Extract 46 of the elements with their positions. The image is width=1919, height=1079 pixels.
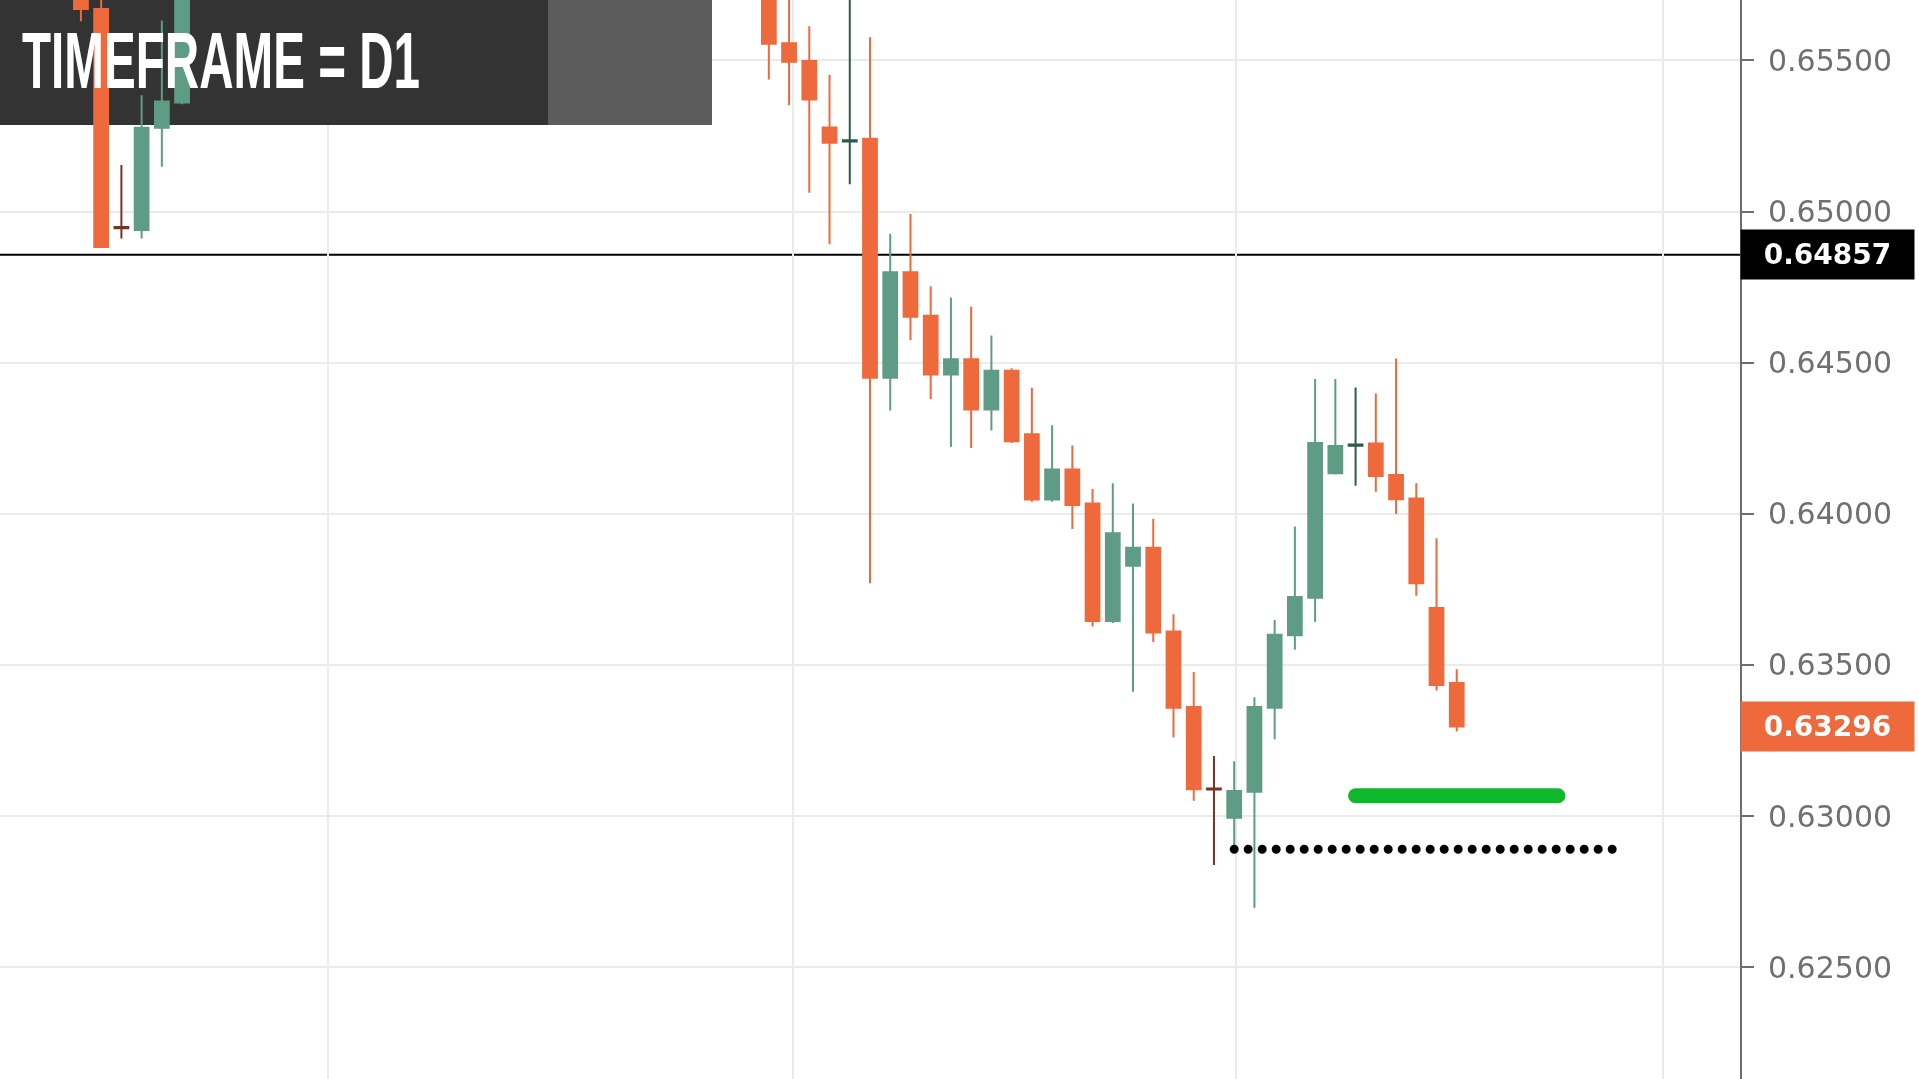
- candlestick: [1246, 696, 1263, 909]
- candlestick: [1347, 386, 1364, 487]
- candlestick: [1084, 488, 1101, 628]
- candlestick: [1165, 613, 1182, 739]
- candlestick: [1003, 367, 1020, 445]
- candlestick: [1064, 444, 1081, 530]
- candlestick: [983, 334, 1000, 432]
- y-tick-label: 0.64000: [1768, 496, 1893, 532]
- y-tick-label: 0.63500: [1768, 647, 1893, 683]
- candlestick: [1145, 517, 1162, 643]
- ref-line-label: 0.64857: [1763, 238, 1892, 271]
- candlestick: [963, 305, 980, 449]
- candlestick: [1104, 482, 1121, 624]
- y-tick-label: 0.65500: [1768, 42, 1893, 78]
- candlestick: [760, 0, 777, 81]
- candlestick: [1125, 502, 1141, 693]
- candlestick: [1307, 378, 1323, 623]
- candlestick: [821, 73, 838, 246]
- candlestick: [841, 0, 858, 186]
- candlestick: [1448, 668, 1465, 733]
- candlestick: [1023, 386, 1040, 503]
- candlestick: [1044, 424, 1060, 503]
- y-tick-label: 0.65000: [1768, 194, 1893, 230]
- y-tick-label: 0.63000: [1768, 798, 1893, 834]
- text: 0.63296: [1763, 710, 1892, 743]
- candlestick: [1408, 482, 1425, 597]
- candlestick: [1206, 754, 1222, 867]
- candlestick: [882, 232, 899, 412]
- candlestick: [801, 25, 818, 194]
- candlestick: [781, 0, 797, 107]
- candlestick: [1367, 392, 1384, 493]
- candlestick: [1287, 525, 1303, 651]
- candlestick: [1185, 670, 1202, 802]
- candlestick: [1388, 357, 1404, 516]
- candlestick: [1226, 760, 1243, 848]
- y-tick-label: 0.64500: [1768, 345, 1893, 381]
- y-tick-label: 0.62500: [1768, 949, 1893, 985]
- candlestick: [1266, 618, 1283, 741]
- candlestick: [133, 94, 150, 240]
- candlestick: [862, 36, 878, 585]
- candlestick: [1428, 537, 1445, 692]
- candlestick: [113, 164, 130, 240]
- candlestick: [943, 296, 959, 449]
- candlestick: [1327, 378, 1344, 476]
- candlestick: [902, 212, 919, 342]
- candlestick: [922, 285, 939, 400]
